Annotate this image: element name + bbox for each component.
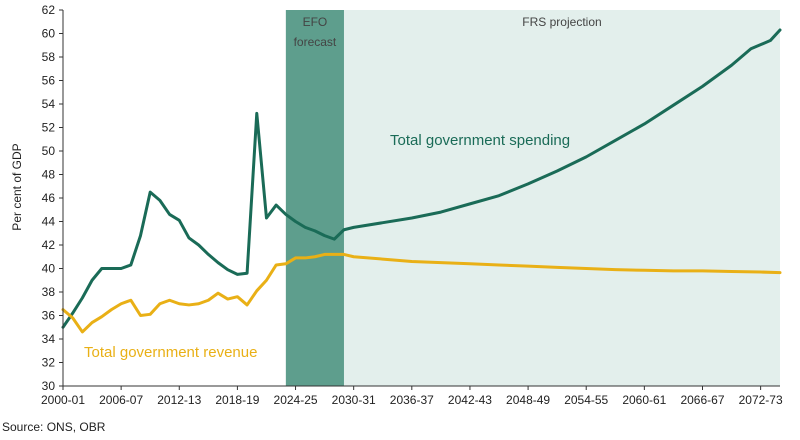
- source-note: Source: ONS, OBR: [2, 420, 106, 434]
- y-axis-label: Per cent of GDP: [10, 143, 24, 230]
- y-tick-label: 54: [42, 97, 56, 111]
- y-tick-label: 48: [42, 168, 56, 182]
- x-axis-ticks: 2000-01 2006-07 2012-13 2018-19 2024-25 2030-…: [41, 386, 783, 407]
- y-tick-label: 34: [42, 332, 56, 346]
- series-line-1: [61, 252, 782, 334]
- x-tick-label: 2036-37: [390, 393, 434, 407]
- shaded-bands: [285, 10, 780, 386]
- y-tick-label: 56: [42, 74, 56, 88]
- x-tick-label: 2072-73: [739, 393, 783, 407]
- y-tick-label: 42: [42, 238, 56, 252]
- y-tick-label: 46: [42, 191, 56, 205]
- y-tick-label: 38: [42, 285, 56, 299]
- band-label-1-0: FRS projection: [522, 15, 601, 29]
- y-tick-label: 44: [42, 215, 56, 229]
- y-tick-label: 58: [42, 50, 56, 64]
- band-1: [343, 10, 780, 386]
- x-tick-label: 2012-13: [157, 393, 201, 407]
- y-tick-label: 60: [42, 27, 56, 41]
- x-tick-label: 2018-19: [215, 393, 259, 407]
- band-labels: EFO forecast FRS projection: [294, 15, 602, 49]
- series-label-spending: Total government spending: [390, 132, 570, 149]
- x-tick-label: 2024-25: [274, 393, 318, 407]
- y-tick-label: 36: [42, 309, 56, 323]
- x-tick-label: 2066-67: [680, 393, 724, 407]
- y-tick-label: 62: [42, 3, 56, 17]
- band-label-0-1: forecast: [294, 35, 337, 49]
- series-lines: [61, 28, 782, 334]
- x-tick-label: 2006-07: [99, 393, 143, 407]
- y-tick-label: 50: [42, 144, 56, 158]
- x-tick-label: 2000-01: [41, 393, 85, 407]
- y-tick-label: 30: [42, 379, 56, 393]
- y-tick-label: 32: [42, 356, 56, 370]
- x-tick-label: 2030-31: [332, 393, 376, 407]
- x-tick-label: 2048-49: [506, 393, 550, 407]
- y-tick-label: 40: [42, 262, 56, 276]
- x-tick-label: 2060-61: [622, 393, 666, 407]
- band-label-0-0: EFO: [303, 15, 328, 29]
- y-axis-ticks: 30 32 34 36 38 40 42 44 46 48 50 52 54 56 58 60 62: [42, 3, 63, 393]
- x-tick-label: 2042-43: [448, 393, 492, 407]
- y-tick-label: 52: [42, 121, 56, 135]
- band-0: [285, 10, 344, 386]
- series-label-revenue: Total government revenue: [84, 344, 257, 361]
- x-tick-label: 2054-55: [564, 393, 608, 407]
- series-line-0: [61, 28, 782, 329]
